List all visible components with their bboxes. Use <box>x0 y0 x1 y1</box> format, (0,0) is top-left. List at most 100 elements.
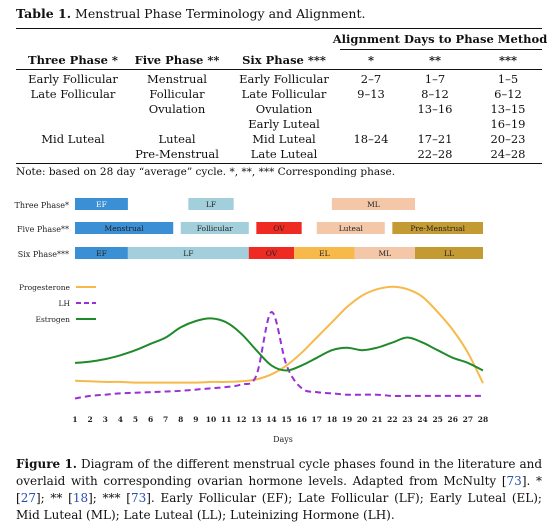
cell-six-phase: Late Luteal <box>250 147 318 161</box>
table-caption-label: Table 1. <box>16 6 72 21</box>
figure-caption-text: ]. * [ <box>16 474 542 505</box>
cell-align-1: 18–24 <box>353 132 389 146</box>
table-caption: Table 1. Menstrual Phase Terminology and… <box>16 6 365 21</box>
citation-link[interactable]: 27 <box>20 491 36 505</box>
phase-segment <box>354 247 415 259</box>
phase-segment <box>415 247 483 259</box>
x-tick-label: 20 <box>357 415 367 424</box>
x-tick-label: 5 <box>133 415 138 424</box>
cell-three-phase: Mid Luteal <box>41 132 105 146</box>
x-tick-label: 6 <box>148 415 153 424</box>
cell-align-1: 9–13 <box>357 87 385 101</box>
phase-segment <box>331 198 415 210</box>
header-align-3: *** <box>498 53 518 67</box>
x-tick-label: 28 <box>478 415 488 424</box>
x-tick-label: 15 <box>281 415 291 424</box>
cell-align-3: 20–23 <box>490 132 526 146</box>
figure-caption-text: ]; *** [ <box>88 491 131 505</box>
phase-segment <box>75 247 128 259</box>
cell-align-2: 8–12 <box>421 87 449 101</box>
phase-segment <box>316 222 385 234</box>
cell-six-phase: Early Luteal <box>248 117 320 131</box>
phase-segment <box>256 222 302 234</box>
x-tick-label: 21 <box>372 415 382 424</box>
x-tick-label: 25 <box>432 415 442 424</box>
x-tick-label: 18 <box>327 415 337 424</box>
x-tick-label: 24 <box>417 415 427 424</box>
cell-five-phase: Luteal <box>158 132 196 146</box>
x-tick-label: 17 <box>312 415 322 424</box>
table-bottom-rule <box>16 163 542 164</box>
phase-segment-label: OV <box>273 224 285 233</box>
citation-link[interactable]: 18 <box>72 491 89 505</box>
phase-row-label: Five Phase** <box>17 225 69 234</box>
cell-align-3: 13–15 <box>490 102 526 116</box>
cell-five-phase: Ovulation <box>148 102 206 116</box>
header-six-phase: Six Phase *** <box>242 53 326 67</box>
x-tick-label: 23 <box>402 415 412 424</box>
cell-six-phase: Early Follicular <box>239 72 329 86</box>
cell-five-phase: Follicular <box>149 87 205 101</box>
cell-three-phase: Early Follicular <box>28 72 118 86</box>
x-tick-label: 2 <box>88 415 93 424</box>
phase-segment <box>294 247 355 259</box>
figure-caption-text: ]. Early Follicular (EF); Late Follicula… <box>16 491 542 522</box>
x-tick-label: 16 <box>296 415 306 424</box>
cell-six-phase: Mid Luteal <box>252 132 316 146</box>
cell-align-3: 16–19 <box>490 117 526 131</box>
x-tick-label: 19 <box>342 415 352 424</box>
x-tick-label: 9 <box>193 415 198 424</box>
phase-segment <box>127 247 249 259</box>
citation-link[interactable]: 73 <box>130 491 147 505</box>
x-tick-label: 1 <box>72 415 77 424</box>
table-group-rule <box>340 49 542 50</box>
table-header-rule <box>16 69 542 70</box>
phase-row-label: Three Phase* <box>15 201 69 210</box>
phase-row-label: Six Phase*** <box>18 250 69 259</box>
phase-segment <box>188 198 234 210</box>
phase-segment <box>180 222 249 234</box>
header-three-phase: Three Phase * <box>28 53 118 67</box>
legend-label: LH <box>58 299 70 308</box>
cell-five-phase: Menstrual <box>147 72 207 86</box>
phase-segment-label: EL <box>319 249 329 258</box>
legend-label: Progesterone <box>19 283 71 292</box>
cell-three-phase: Late Follicular <box>30 87 116 101</box>
cell-align-1: 2–7 <box>360 72 382 86</box>
phase-segment-label: LL <box>444 249 454 258</box>
series-line-lh <box>74 311 483 400</box>
table-caption-text: Menstrual Phase Terminology and Alignmen… <box>71 6 366 21</box>
x-tick-label: 8 <box>178 415 183 424</box>
phase-segment <box>392 222 483 234</box>
cell-align-3: 1–5 <box>497 72 519 86</box>
cell-align-2: 17–21 <box>417 132 453 146</box>
figure-caption-label: Figure 1. <box>16 457 77 471</box>
phase-segment-label: OV <box>266 249 278 258</box>
x-tick-label: 4 <box>118 415 123 424</box>
table-group-header: Alignment Days to Phase Method <box>332 32 548 46</box>
cell-five-phase: Pre-Menstrual <box>135 147 219 161</box>
citation-link[interactable]: 73 <box>506 474 522 488</box>
legend-label: Estrogen <box>35 315 70 324</box>
cell-align-3: 6–12 <box>494 87 522 101</box>
table-note: Note: based on 28 day “average” cycle. *… <box>16 166 396 178</box>
phase-segment-label: Follicular <box>197 224 233 233</box>
x-tick-label: 14 <box>266 415 276 424</box>
cycle-figure: Three Phase* EF LF ML Five Phase** Menstrual F… <box>15 198 488 444</box>
header-align-2: ** <box>428 53 442 67</box>
x-tick-label: 11 <box>221 415 231 424</box>
x-tick-label: 26 <box>448 415 458 424</box>
header-align-1: * <box>367 53 375 67</box>
series-line-progesterone <box>74 285 484 384</box>
phase-segment <box>248 247 295 259</box>
x-tick-label: 27 <box>463 415 473 424</box>
cell-six-phase: Late Follicular <box>241 87 327 101</box>
table-top-rule <box>16 28 542 29</box>
x-tick-label: 3 <box>103 415 108 424</box>
figure-caption-text: Diagram of the different menstrual cycle… <box>16 457 543 488</box>
x-tick-label: 10 <box>206 415 216 424</box>
header-five-phase: Five Phase ** <box>134 53 220 67</box>
phase-segment-label: LF <box>206 200 216 209</box>
phase-segment-label: ML <box>367 200 380 209</box>
figure-caption-text: ]; ** [ <box>35 491 73 505</box>
